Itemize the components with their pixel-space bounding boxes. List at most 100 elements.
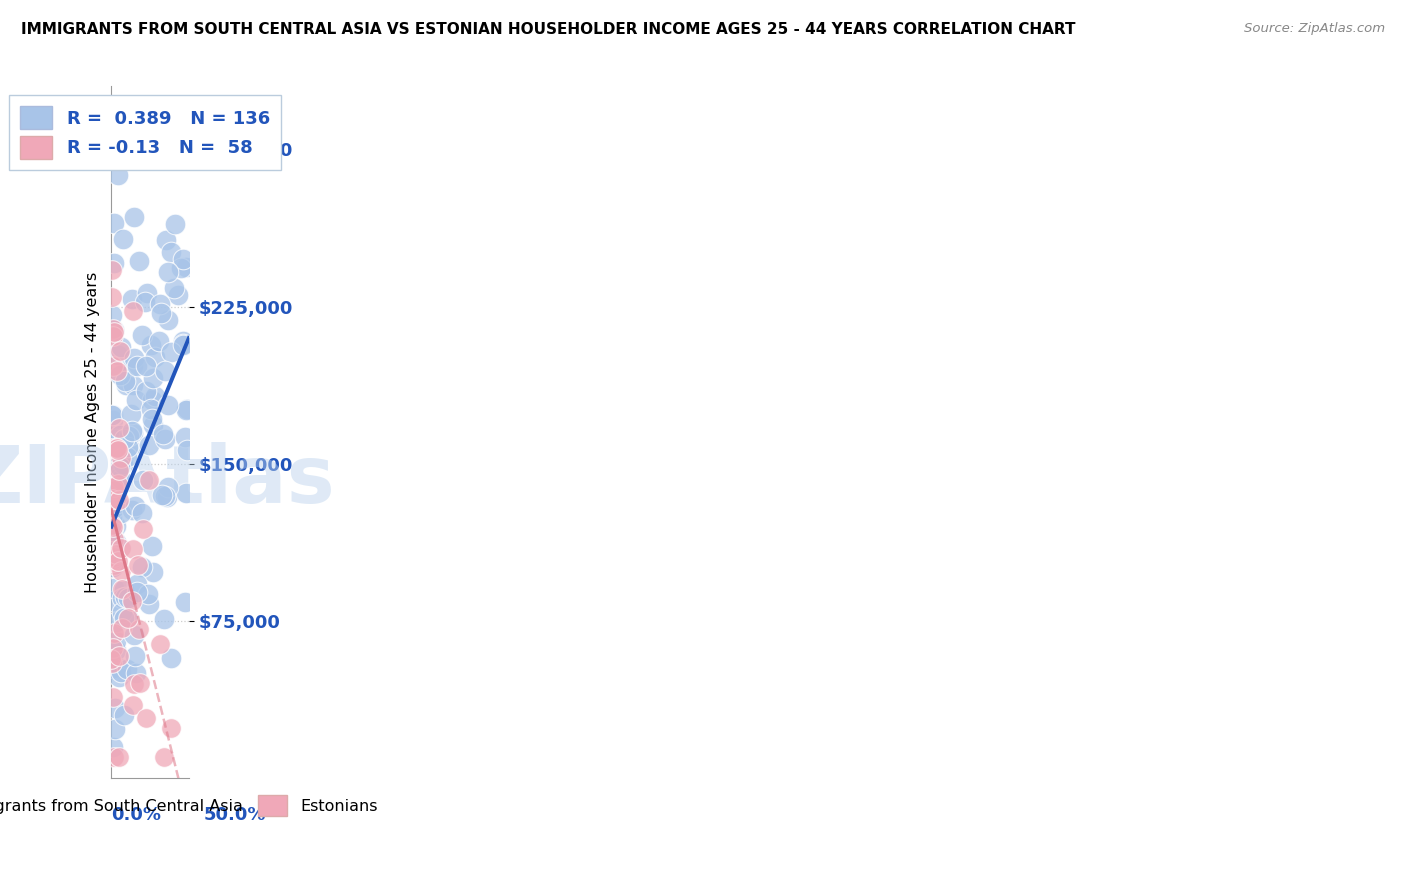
Point [105,518,128,533]
Text: ZIPAtlas: ZIPAtlas [0,442,336,520]
Point [103,480,125,494]
Point [100,441,122,455]
Point [125,665,148,680]
Point [121,503,143,517]
Point [101,690,124,704]
Point [127,359,149,374]
Point [121,304,143,318]
Point [108,649,131,664]
Point [138,473,160,487]
Point [105,465,128,479]
Point [101,656,124,670]
Point [111,582,134,596]
Point [111,591,134,606]
Point [173,595,195,609]
Point [135,384,157,398]
Point [176,443,198,458]
Point [115,662,138,676]
Point [150,305,173,319]
Point [107,478,129,492]
Point [172,336,194,351]
Point [174,403,197,417]
Point [122,377,145,392]
Point [101,549,124,563]
Point [101,520,124,534]
Point [163,281,186,295]
Point [127,576,149,591]
Point [107,669,129,683]
Point [110,541,132,556]
Point [166,111,188,125]
Point [103,626,125,640]
Point [118,440,141,454]
Point [107,495,129,509]
Point [112,432,135,446]
Point [172,338,194,352]
Point [149,297,172,311]
Point [153,750,176,764]
Point [105,441,128,455]
Y-axis label: Householder Income Ages 25 - 44 years: Householder Income Ages 25 - 44 years [86,272,100,593]
Point [108,344,131,359]
Point [108,493,131,508]
Point [100,263,122,277]
Point [105,615,128,629]
Point [131,506,153,520]
Point [153,489,176,503]
Point [101,408,124,422]
Point [138,597,160,611]
Point [134,295,156,310]
Point [104,445,127,459]
Point [135,285,157,300]
Point [172,334,194,349]
Point [103,323,125,337]
Point [112,582,135,596]
Point [101,359,124,373]
Point [101,640,124,655]
Point [127,558,149,573]
Point [101,328,124,343]
Point [105,534,128,549]
Point [120,407,142,421]
Point [173,430,195,444]
Point [108,470,131,484]
Point [149,637,172,651]
Point [122,542,145,557]
Point [166,288,188,302]
Point [107,168,129,182]
Point [159,721,181,735]
Point [150,487,173,501]
Point [172,252,194,267]
Point [103,550,125,565]
Point [110,665,132,679]
Point [100,524,122,538]
Point [136,587,159,601]
Point [105,643,128,657]
Point [101,510,124,524]
Point [122,425,145,440]
Point [132,473,155,487]
Point [110,450,132,465]
Point [124,649,146,664]
Point [101,739,124,754]
Point [108,428,131,442]
Point [142,370,165,384]
Point [112,232,135,246]
Point [107,463,129,477]
Point [141,539,163,553]
Point [101,495,124,509]
Point [112,611,135,625]
Text: IMMIGRANTS FROM SOUTH CENTRAL ASIA VS ESTONIAN HOUSEHOLDER INCOME AGES 25 - 44 Y: IMMIGRANTS FROM SOUTH CENTRAL ASIA VS ES… [21,22,1076,37]
Point [103,255,125,269]
Point [124,499,146,513]
Point [101,492,124,507]
Point [103,216,125,230]
Point [108,750,131,764]
Point [105,471,128,485]
Point [135,711,157,725]
Point [131,559,153,574]
Point [148,334,170,348]
Point [117,611,139,625]
Point [160,344,183,359]
Point [146,113,169,128]
